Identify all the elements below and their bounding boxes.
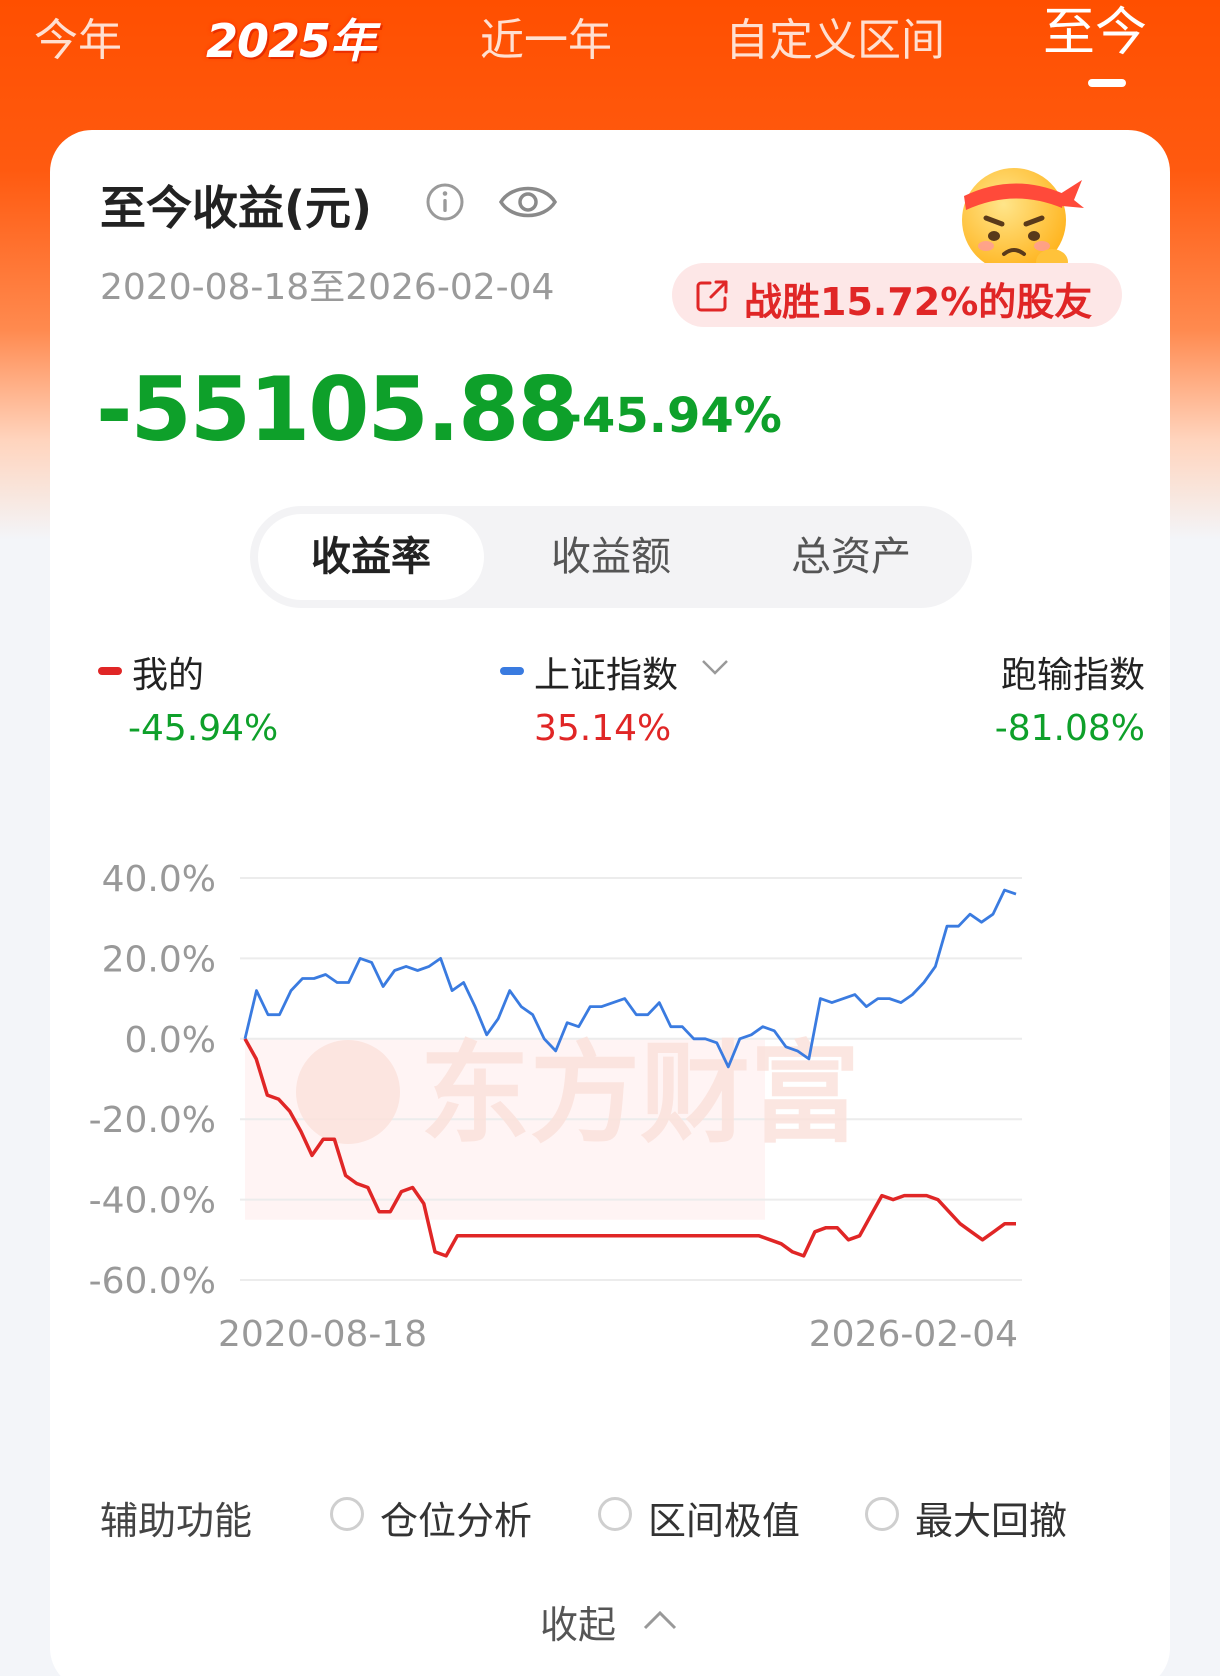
legend-name: 上证指数 (534, 655, 679, 696)
aux-option-label: 最大回撤 (915, 1499, 1068, 1543)
radio-icon (330, 1497, 364, 1531)
legend-mine[interactable]: 我的 -45.94% (98, 646, 398, 756)
profit-amount: -55105.88 (96, 358, 579, 461)
aux-option-max-drawdown[interactable]: 最大回撤 (865, 1486, 1085, 1546)
tab-last-year[interactable]: 近一年 (480, 15, 612, 66)
radio-icon (865, 1497, 899, 1531)
info-icon[interactable] (425, 182, 465, 222)
segment-total-assets[interactable]: 总资产 (791, 534, 911, 580)
radio-icon (598, 1497, 632, 1531)
aux-label: 辅助功能 (100, 1499, 253, 1543)
tab-2025[interactable]: 2025年 (206, 14, 376, 68)
period-tabs: 今年 2025年 近一年 自定义区间 至今 (0, 0, 1220, 110)
legend-dot (98, 667, 122, 675)
aux-functions: 辅助功能 仓位分析 区间极值 最大回撤 (100, 1486, 1140, 1546)
legend-value: 35.14% (534, 708, 672, 749)
aux-option-position[interactable]: 仓位分析 (330, 1486, 550, 1546)
y-tick-label: -20.0% (89, 1100, 216, 1141)
active-tab-indicator (1088, 79, 1126, 87)
profit-card: 至今收益(元) 2020-08-18至2026-02-04 (50, 130, 1170, 1676)
aux-option-label: 区间极值 (648, 1499, 801, 1543)
segment-return-rate[interactable]: 收益率 (258, 514, 484, 600)
y-tick-label: 40.0% (102, 859, 216, 900)
mascot-emoji-icon (962, 168, 1084, 275)
eye-icon[interactable] (498, 180, 558, 224)
legend-name: 我的 (132, 655, 205, 696)
series-line-index (243, 888, 1017, 1069)
y-tick-label: -40.0% (89, 1181, 216, 1222)
watermark-logo: 东方财富 (420, 1030, 860, 1158)
share-icon (696, 280, 728, 312)
return-chart[interactable]: 40.0% 20.0% 0.0% -20.0% -40.0% -60.0% 东方财富 2020… (50, 760, 1170, 1410)
chevron-down-icon[interactable] (700, 656, 730, 678)
collapse-label: 收起 (540, 1603, 617, 1647)
watermark-icon (296, 1040, 400, 1144)
tab-custom-range[interactable]: 自定义区间 (725, 15, 945, 66)
date-range: 2020-08-18至2026-02-04 (100, 267, 555, 308)
series-line-mine (243, 1037, 1016, 1258)
profit-percent: -45.94% (562, 388, 782, 444)
legend-value: -81.08% (994, 708, 1145, 749)
y-tick-label: 0.0% (125, 1020, 216, 1061)
metric-segmented-control: 收益率 收益额 总资产 (250, 506, 972, 608)
card-title: 至今收益(元) (100, 181, 373, 235)
legend-dot (500, 667, 524, 675)
tab-this-year[interactable]: 今年 (34, 15, 122, 66)
legend-value: -45.94% (128, 708, 279, 749)
x-tick-label: 2026-02-04 (809, 1314, 1018, 1355)
chevron-up-icon (643, 1610, 677, 1630)
legend-underperform: 跑输指数 -81.08% (850, 646, 1170, 756)
legend-name: 跑输指数 (1000, 655, 1145, 696)
tab-to-date[interactable]: 至今 (1043, 3, 1148, 63)
aux-option-label: 仓位分析 (380, 1499, 533, 1543)
y-tick-label: -60.0% (89, 1261, 216, 1302)
legend-index[interactable]: 上证指数 35.14% (500, 646, 820, 756)
segment-return-amount[interactable]: 收益额 (551, 534, 671, 580)
beat-peers-text: 战胜15.72%的股友 (744, 280, 1093, 324)
aux-option-extremes[interactable]: 区间极值 (598, 1486, 818, 1546)
y-tick-label: 20.0% (102, 939, 216, 980)
x-tick-label: 2020-08-18 (218, 1314, 427, 1355)
beat-peers-button[interactable]: 战胜15.72%的股友 (672, 263, 1122, 327)
